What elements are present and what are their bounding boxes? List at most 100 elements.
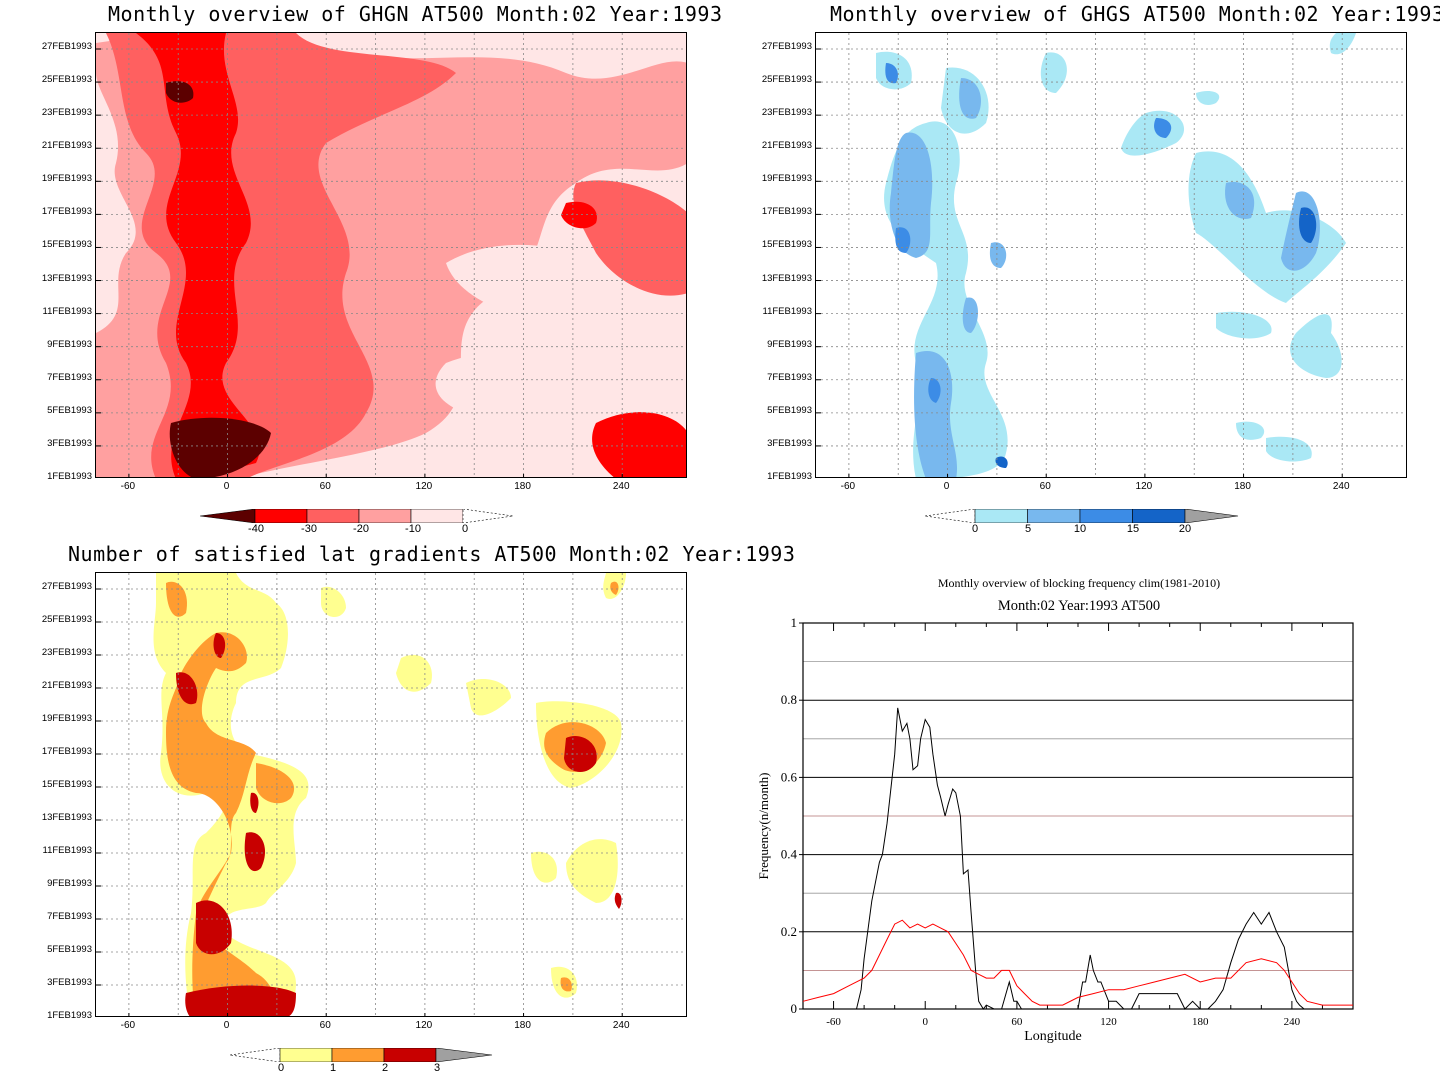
y-tick-label: 9FEB1993 [47,338,92,350]
colorbar-segment [924,508,976,524]
y-tick-label: 9FEB1993 [47,878,92,889]
colorbar-segment [254,508,308,524]
colorbar-label: 0 [971,523,979,535]
x-tick-label: 240 [1284,1016,1301,1028]
y-tick-label: 27FEB1993 [761,41,812,52]
colorbar-label: 0 [461,523,469,535]
y-tick-label: 7FEB1993 [47,911,92,922]
y-tick-label: 17FEB1993 [761,206,812,218]
y-tick-label: 17FEB1993 [41,746,92,757]
y-tick-label: 7FEB1993 [47,371,92,383]
colorbar-label: 15 [1126,523,1140,535]
y-tick-label: 0.8 [781,692,797,707]
colorbar-segment [279,1047,333,1063]
colorbar-segment [462,508,514,524]
x-tick-label: 0 [223,1020,230,1031]
colorbar-segment [974,508,1028,524]
ghgs-plot-area [815,32,1407,478]
y-tick-label: 19FEB1993 [41,173,92,185]
y-tick-label: 3FEB1993 [767,437,812,449]
y-tick-label: 23FEB1993 [41,107,92,119]
ghgn-title: Monthly overview of GHGN AT500 Month:02 … [108,2,723,26]
colorbar-label: -40 [248,523,264,535]
x-tick-label: 0 [223,481,230,492]
ghgn-gridlines [96,33,686,477]
y-tick-label: 3FEB1993 [47,437,92,449]
ghgs-colorbar-svg [924,508,1239,524]
colorbar-segment [1027,508,1081,524]
colorbar-label: 0 [277,1062,285,1074]
y-tick-label: 1FEB1993 [47,471,92,482]
y-tick-label: 11FEB1993 [762,305,812,317]
frequency-line-chart: -60 0 60 120 180 240 0 0.2 0.4 0.6 0.8 1 Longitude Fr… [756,615,1354,1044]
ghgn-contour-map [96,33,686,477]
colorbar-label: -10 [405,523,421,535]
colorbar-segment [331,1047,385,1063]
colorbar-segment [199,508,256,524]
x-tick-label: 180 [514,481,531,492]
y-tick-label: 25FEB1993 [41,74,92,86]
x-tick-label: -60 [840,481,856,492]
x-tick-label: 60 [319,481,331,492]
x-tick-label: 60 [319,1020,331,1031]
colorbar-label: 5 [1024,523,1032,535]
ghgn-colorbar [199,508,515,524]
colorbar-segment [306,508,360,524]
y-tick-label: 27FEB1993 [41,581,92,592]
x-tick-label: 0 [922,1016,928,1028]
x-tick-label: 120 [415,481,433,492]
colorbar-segment [383,1047,437,1063]
colorbar-label: -20 [353,523,369,535]
colorbar-label: 10 [1073,523,1087,535]
x-tick-label: -60 [826,1016,841,1028]
y-tick-label: 13FEB1993 [761,272,812,284]
x-tick-label: 180 [514,1020,531,1031]
y-tick-label: 13FEB1993 [41,812,92,823]
y-axis-label: Frequency(n/month) [756,773,771,880]
colorbar-segment [1184,508,1239,524]
x-tick-label: 240 [1332,481,1350,492]
y-tick-label: 21FEB1993 [41,140,92,152]
y-tick-label: 1 [791,615,798,630]
colorbar-label: 2 [381,1062,389,1074]
x-tick-label: 240 [612,1020,630,1031]
x-tick-label: 240 [612,481,630,492]
y-tick-label: 11FEB1993 [42,845,92,856]
y-tick-label: 21FEB1993 [41,680,92,691]
ghgs-contour-map [876,33,1356,477]
x-tick-label: 60 [1011,1016,1023,1028]
x-tick-label: 60 [1039,481,1051,492]
y-tick-label: 7FEB1993 [767,371,812,383]
x-tick-label: 120 [1135,481,1153,492]
colorbar-label: 1 [329,1062,337,1074]
y-tick-label: 19FEB1993 [761,173,812,185]
ghgn-colorbar-svg [199,508,514,524]
x-tick-label: 180 [1192,1016,1209,1028]
y-tick-label: 9FEB1993 [767,338,812,350]
y-tick-label: 15FEB1993 [761,239,812,251]
y-tick-label: 25FEB1993 [41,614,92,625]
ghgs-title: Monthly overview of GHGS AT500 Month:02 … [830,2,1440,26]
colorbar-segment [435,1047,493,1063]
y-tick-label: 13FEB1993 [41,272,92,284]
series-line-clim [802,919,1353,1006]
ghgs-colorbar [924,508,1240,524]
x-tick-label: 180 [1234,481,1251,492]
colorbar-segment [1132,508,1186,524]
lat-gridlines [96,573,686,1016]
y-tick-label: 1FEB1993 [47,1010,92,1021]
colorbar-label: -30 [301,523,317,535]
y-tick-label: 0.4 [781,847,798,862]
x-tick-label: -60 [120,1020,136,1031]
lat-plot-area [95,572,687,1017]
colorbar-label: 20 [1178,523,1192,535]
x-tick-label: 120 [1100,1016,1117,1028]
y-tick-label: 23FEB1993 [761,107,812,119]
colorbar-segment [229,1047,281,1063]
chart-subtitle: Month:02 Year:1993 AT500 [997,598,1161,614]
y-tick-label: 0.6 [781,769,798,784]
y-tick-label: 0 [791,1001,798,1016]
chart-title: Monthly overview of blocking frequency c… [937,576,1221,590]
lat-title: Number of satisfied lat gradients AT500 … [68,542,796,566]
lat-contour-map [153,573,626,1016]
